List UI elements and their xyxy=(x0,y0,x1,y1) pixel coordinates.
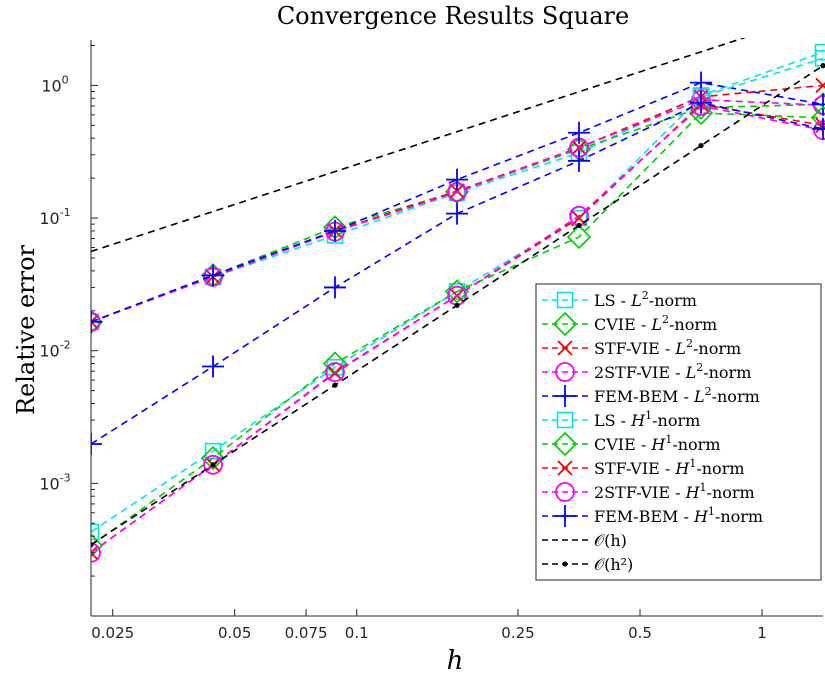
chart-title: Convergence Results Square xyxy=(277,2,629,30)
legend-entry-10: FEM-BEM - H1-norm xyxy=(542,505,763,527)
legend-marker-6 xyxy=(556,411,574,429)
y-axis-label: Relative error xyxy=(12,244,40,415)
series-7-point-1 xyxy=(91,533,104,558)
legend-label-1: LS - L2-norm xyxy=(594,289,697,310)
series-5-point-1 xyxy=(91,310,102,333)
legend-label-8: STF-VIE - H1-norm xyxy=(594,457,745,478)
x-tick-label-5: 0.25 xyxy=(501,624,534,642)
series-9-point-1 xyxy=(91,542,101,563)
series-11 xyxy=(91,38,747,253)
series-7-point-3 xyxy=(322,351,348,376)
legend-label-3: STF-VIE - L2-norm xyxy=(594,337,741,358)
y-tick-label-4: 100 xyxy=(41,73,68,95)
legend-entry-6: LS - H1-norm xyxy=(542,409,700,430)
series-8-point-1 xyxy=(91,545,99,561)
series-12-point-7 xyxy=(820,63,825,69)
series-7-point-5 xyxy=(566,224,592,250)
y-tick-label-3: 10-1 xyxy=(39,206,70,228)
legend: LS - L2-norm CVIE - L2-norm STF-VIE - L2-n… xyxy=(535,283,822,581)
series-5-point-2 xyxy=(202,264,225,287)
legend-entry-2: CVIE - L2-norm xyxy=(542,311,717,337)
legend-box xyxy=(535,283,822,581)
series-3-point-1 xyxy=(91,314,99,330)
series-10-point-3 xyxy=(324,276,347,299)
legend-label-10: FEM-BEM - H1-norm xyxy=(594,505,763,526)
x-tick-label-3: 0.075 xyxy=(285,624,328,642)
x-tick-label-4: 0.1 xyxy=(345,624,369,642)
series-3-point-4 xyxy=(449,183,465,199)
series-12 xyxy=(91,63,825,548)
legend-entry-7: CVIE - H1-norm xyxy=(542,431,721,457)
legend-marker-8 xyxy=(557,460,573,476)
legend-entry-8: STF-VIE - H1-norm xyxy=(542,457,745,478)
series-5-point-5 xyxy=(568,121,591,144)
series-9-point-3 xyxy=(325,362,345,382)
legend-marker-1 xyxy=(556,291,574,309)
y-tick-label-2: 10-2 xyxy=(39,339,70,361)
legend-label-2: CVIE - L2-norm xyxy=(594,313,717,334)
series-12-point-3 xyxy=(332,382,338,388)
series-10-point-1 xyxy=(91,433,102,456)
series-5 xyxy=(91,71,825,333)
plot-area xyxy=(91,38,825,563)
x-axis-label: h xyxy=(447,646,464,676)
x-tick-label-7: 1 xyxy=(757,624,767,642)
series-10-point-4 xyxy=(446,202,469,225)
legend-label-6: LS - H1-norm xyxy=(594,409,700,430)
y-tick-label-1: 10-3 xyxy=(39,471,70,493)
legend-label-5: FEM-BEM - L2-norm xyxy=(594,385,760,406)
series-1-point-7 xyxy=(814,43,825,61)
legend-label-4: 2STF-VIE - L2-norm xyxy=(594,361,751,382)
series-7-line xyxy=(91,112,824,547)
legend-label-12: 𝒪(h²) xyxy=(594,555,633,574)
legend-entry-4: 2STF-VIE - L2-norm xyxy=(542,361,751,382)
series-6-point-1 xyxy=(91,523,100,541)
legend-marker-5 xyxy=(554,385,576,407)
legend-label-11: 𝒪(h) xyxy=(594,531,627,550)
legend-entry-12: 𝒪(h²) xyxy=(542,555,633,574)
legend-marker-9 xyxy=(555,482,575,502)
legend-label-7: CVIE - H1-norm xyxy=(594,433,721,454)
series-12-point-5 xyxy=(576,222,582,229)
series-10-point-7 xyxy=(812,117,825,140)
legend-marker-12 xyxy=(562,561,568,567)
legend-marker-10 xyxy=(554,505,576,527)
legend-label-9: 2STF-VIE - H1-norm xyxy=(594,481,755,502)
series-12-point-6 xyxy=(698,142,704,149)
series-5-point-7 xyxy=(812,93,825,116)
series-12-point-4 xyxy=(454,302,460,308)
series-10-point-2 xyxy=(202,355,225,378)
series-12-point-1 xyxy=(91,542,94,548)
axes: 0.025 0.05 0.075 0.1 0.25 0.5 1 10-3 10-2 10-1 100 xyxy=(39,40,823,642)
series-7-point-6 xyxy=(688,100,714,126)
legend-entry-9: 2STF-VIE - H1-norm xyxy=(542,481,755,502)
series-10 xyxy=(91,91,825,456)
series-10-point-6 xyxy=(690,91,713,114)
series-11-line xyxy=(91,38,747,253)
legend-marker-7 xyxy=(552,431,578,457)
legend-marker-3 xyxy=(557,340,573,356)
legend-entry-3: STF-VIE - L2-norm xyxy=(542,337,741,358)
x-tick-label-6: 0.5 xyxy=(628,624,652,642)
series-3-point-7 xyxy=(815,77,825,94)
legend-entry-11: 𝒪(h) xyxy=(542,531,627,550)
series-9-point-2 xyxy=(203,454,223,475)
series-5-point-3 xyxy=(324,219,347,242)
legend-marker-4 xyxy=(555,362,575,382)
x-tick-label-2: 0.05 xyxy=(218,624,251,642)
x-tick-label-1: 0.025 xyxy=(91,624,134,642)
series-7-point-2 xyxy=(200,445,226,471)
series-7-point-4 xyxy=(444,279,470,304)
legend-entry-5: FEM-BEM - L2-norm xyxy=(542,385,760,407)
series-10-point-5 xyxy=(568,149,591,172)
legend-marker-2 xyxy=(552,311,578,337)
legend-entry-1: LS - L2-norm xyxy=(542,289,697,310)
series-12-point-2 xyxy=(210,462,216,468)
series-5-point-4 xyxy=(446,168,469,191)
